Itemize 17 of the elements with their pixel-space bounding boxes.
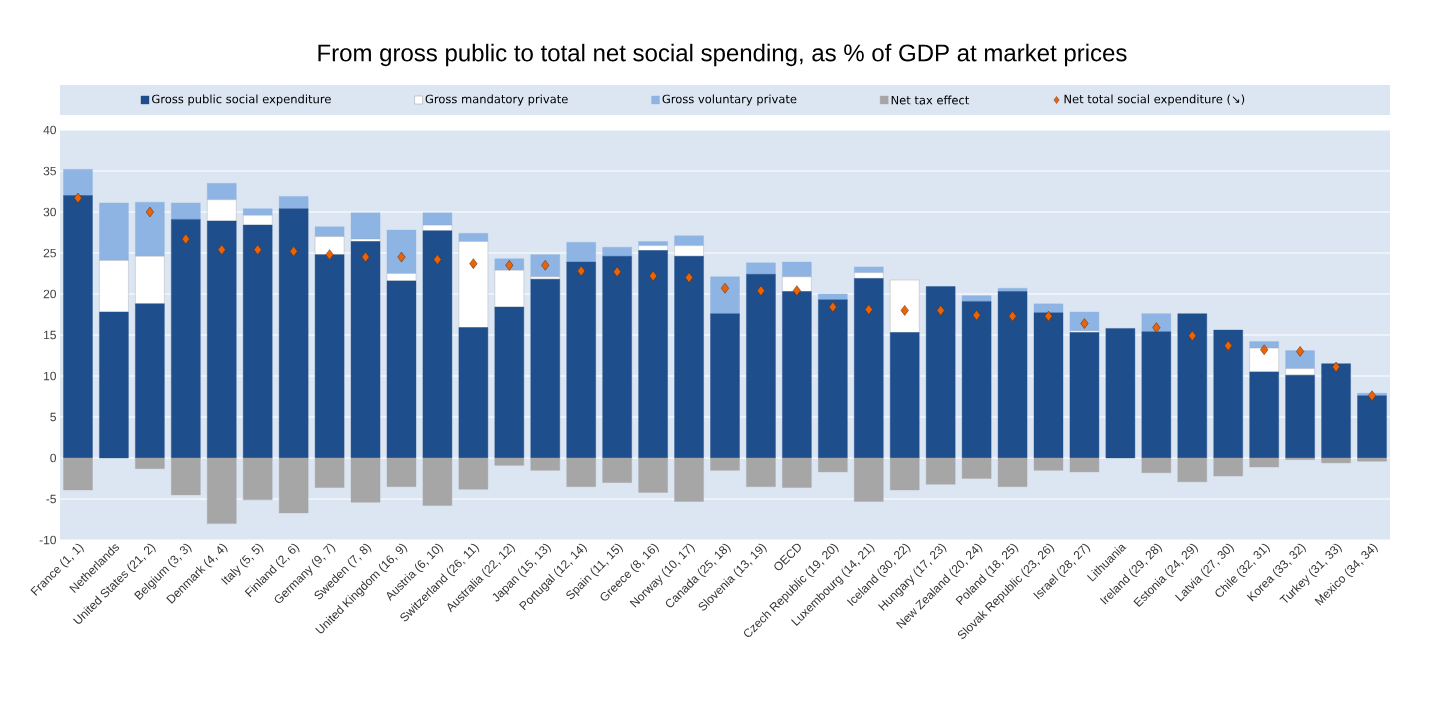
y-tick-label: -10 xyxy=(39,535,56,545)
y-tick-label: 40 xyxy=(43,125,56,135)
y-tick-label: 30 xyxy=(43,207,56,217)
y-tick-label: 15 xyxy=(44,330,56,340)
legend-label: Net total social expenditure (↘) xyxy=(1064,94,1245,106)
legend-label: Gross mandatory private xyxy=(425,94,568,106)
legend-label: Gross public social expenditure xyxy=(152,94,331,106)
legend-label: Net tax effect xyxy=(891,95,970,105)
chart-title: From gross public to total net social spending, as % of GDP at market prices xyxy=(318,43,1127,67)
y-tick-label: 20 xyxy=(43,289,56,299)
y-tick-label: 0 xyxy=(50,453,57,463)
y-tick-label: 35 xyxy=(43,166,56,176)
y-tick-label: 5 xyxy=(50,412,56,422)
y-tick-label: 25 xyxy=(43,248,56,258)
y-tick-label: -5 xyxy=(46,494,56,504)
y-tick-label: 10 xyxy=(44,371,56,381)
legend-label: Gross voluntary private xyxy=(662,94,797,106)
